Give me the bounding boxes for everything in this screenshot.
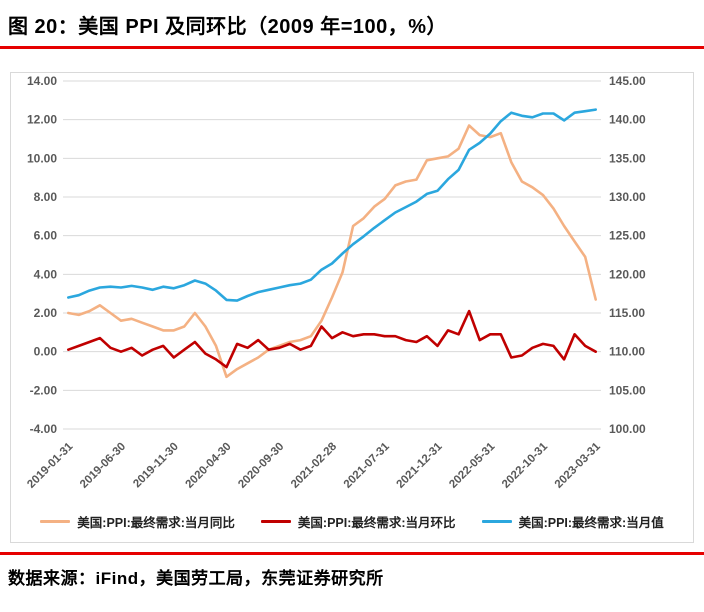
x-axis-tick-label: 2021-07-31 xyxy=(342,440,393,491)
left-axis-tick-label: 0.00 xyxy=(34,345,58,359)
right-axis-tick-label: 105.00 xyxy=(609,383,646,397)
x-axis-tick-label: 2023-03-31 xyxy=(553,440,604,491)
series-line-yoy xyxy=(66,124,598,379)
chart-canvas: 14.00 145.00 12.00 140.00 10.00 135.00 8.00 130… xyxy=(25,74,646,491)
legend-item-mom: 美国:PPI:最终需求:当月环比 xyxy=(260,512,456,531)
left-axis-tick-label: 8.00 xyxy=(34,190,58,204)
legend-swatch-yoy xyxy=(40,520,71,523)
left-axis-tick-label: 4.00 xyxy=(34,267,58,281)
right-axis-tick-label: 120.00 xyxy=(609,267,646,281)
legend-label-yoy: 美国:PPI:最终需求:当月同比 xyxy=(77,516,235,530)
x-axis-tick-label: 2019-11-30 xyxy=(131,441,181,491)
x-axis-tick-label: 2019-01-31 xyxy=(25,440,76,491)
legend-label-mom: 美国:PPI:最终需求:当月环比 xyxy=(297,516,456,530)
right-axis-tick-label: 115.00 xyxy=(609,306,645,320)
left-axis-tick-label: 6.00 xyxy=(34,229,58,243)
x-axis-tick-label: 2020-09-30 xyxy=(236,441,286,491)
right-axis-tick-label: 145.00 xyxy=(609,74,646,88)
figure-title: 图 20：美国 PPI 及同环比（2009 年=100，%） xyxy=(8,16,448,38)
series-line-mom xyxy=(66,309,598,369)
x-axis-tick-label: 2021-12-31 xyxy=(395,440,446,491)
right-axis-tick-label: 125.00 xyxy=(609,229,646,243)
left-axis-tick-label: -4.00 xyxy=(30,422,58,436)
chart-area: 14.00 145.00 12.00 140.00 10.00 135.00 8.00 130… xyxy=(10,72,694,543)
chart-legend: 美国:PPI:最终需求:当月同比 美国:PPI:最终需求:当月环比 美国:PPI… xyxy=(11,512,693,531)
left-axis-tick-label: -2.00 xyxy=(30,383,58,397)
legend-item-yoy: 美国:PPI:最终需求:当月同比 xyxy=(40,512,235,531)
right-axis-tick-label: 100.00 xyxy=(609,422,646,436)
legend-item-value: 美国:PPI:最终需求:当月值 xyxy=(481,512,664,531)
x-axis-tick-label: 2022-10-31 xyxy=(500,440,551,491)
right-axis-tick-label: 110.00 xyxy=(609,345,645,359)
data-source: 数据来源：iFind，美国劳工局，东莞证券研究所 xyxy=(8,569,384,588)
legend-swatch-value xyxy=(481,520,512,523)
legend-label-value: 美国:PPI:最终需求:当月值 xyxy=(518,516,664,530)
x-axis-tick-label: 2019-06-30 xyxy=(78,441,128,491)
source-divider xyxy=(0,552,704,555)
right-axis-tick-label: 130.00 xyxy=(609,190,646,204)
x-axis-tick-label: 2021-02-28 xyxy=(289,440,340,491)
right-axis-tick-label: 135.00 xyxy=(609,151,646,165)
left-axis-tick-label: 2.00 xyxy=(34,306,58,320)
left-axis-tick-label: 14.00 xyxy=(27,74,57,88)
left-axis-tick-label: 12.00 xyxy=(27,113,57,127)
left-axis-tick-label: 10.00 xyxy=(27,151,57,165)
legend-swatch-mom xyxy=(260,520,291,523)
title-divider xyxy=(0,46,704,49)
series-line-value xyxy=(66,108,598,302)
right-axis-tick-label: 140.00 xyxy=(609,113,646,127)
x-axis-tick-label: 2020-04-30 xyxy=(184,441,234,491)
x-axis-tick-label: 2022-05-31 xyxy=(447,440,498,491)
